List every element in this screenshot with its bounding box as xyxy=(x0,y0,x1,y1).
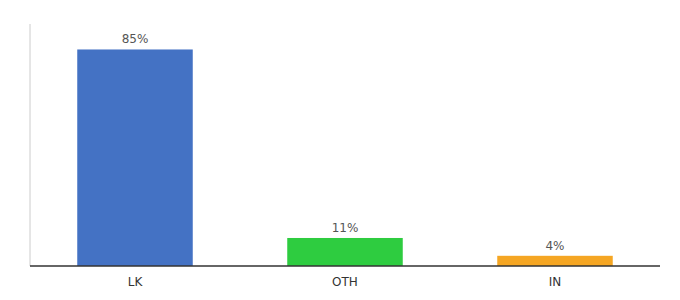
bar xyxy=(497,256,613,266)
bar xyxy=(77,49,193,266)
data-label: 4% xyxy=(545,239,564,253)
chart: 85% LK 11% OTH 4% IN xyxy=(0,0,680,300)
x-tick-label: IN xyxy=(549,275,562,289)
chart-container: 85% LK 11% OTH 4% IN xyxy=(0,0,680,300)
x-tick-label: OTH xyxy=(332,275,358,289)
y-axis-line xyxy=(30,24,31,266)
data-label: 11% xyxy=(332,221,359,235)
x-axis-line xyxy=(30,265,660,267)
x-tick-label: LK xyxy=(128,275,144,289)
bars xyxy=(77,49,613,266)
bar xyxy=(287,238,403,266)
data-label: 85% xyxy=(122,32,149,46)
